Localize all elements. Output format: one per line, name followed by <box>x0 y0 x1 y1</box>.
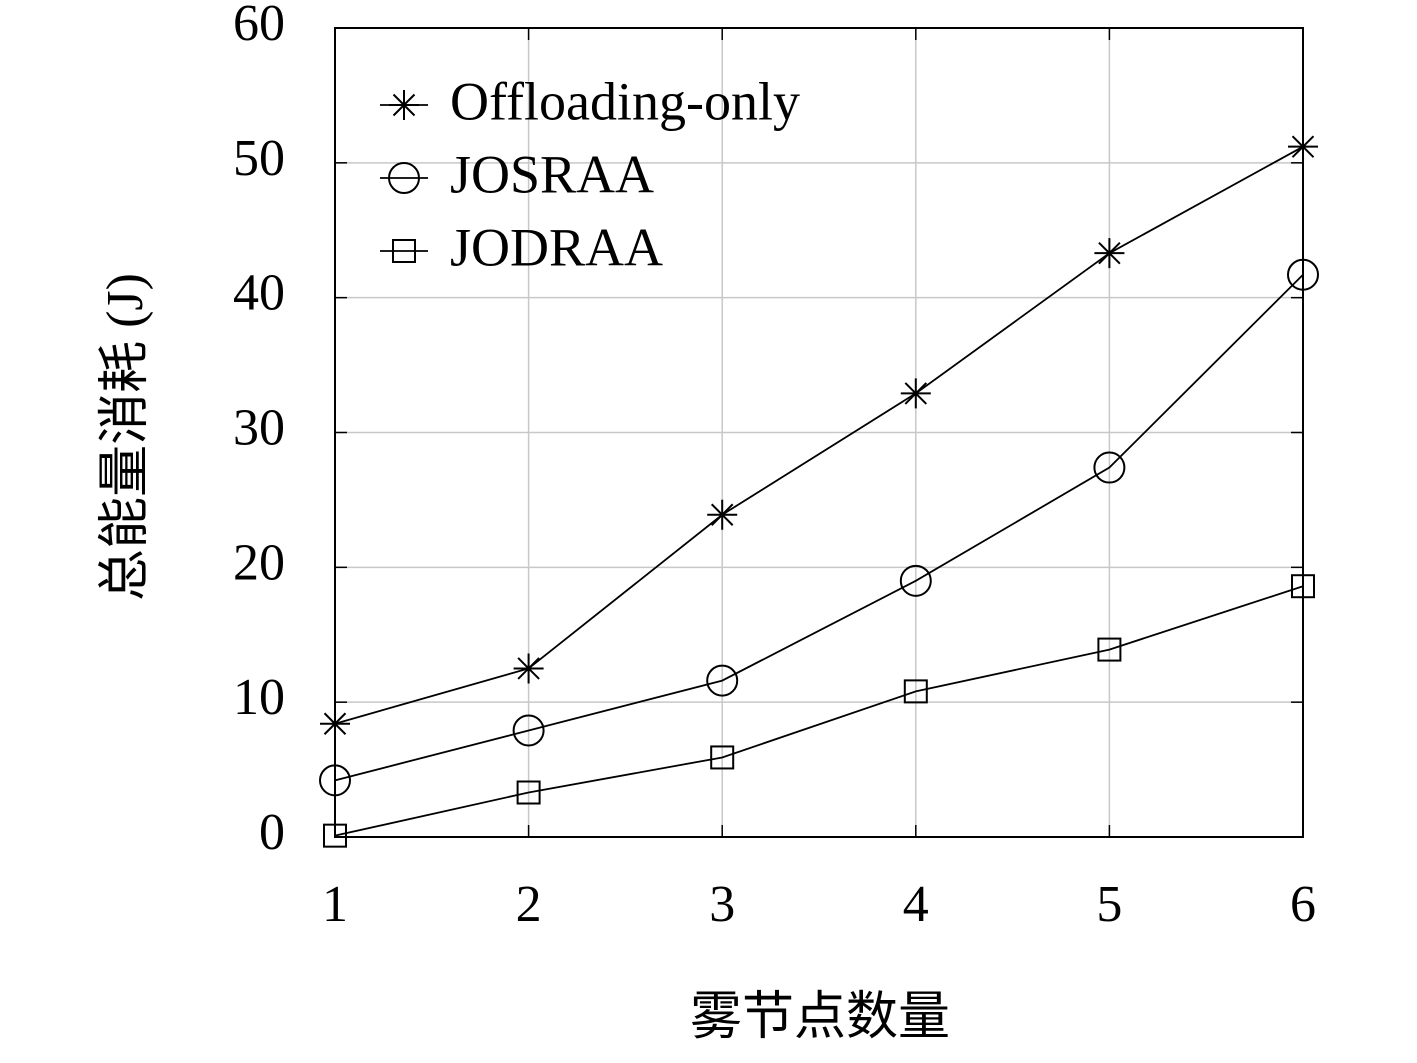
marker <box>1093 451 1126 484</box>
marker <box>388 162 420 194</box>
marker <box>320 708 350 739</box>
marker <box>392 239 416 263</box>
plot-frame <box>334 27 1304 838</box>
series-line <box>334 274 1304 782</box>
marker-shape <box>903 679 928 704</box>
series-line <box>334 585 1304 837</box>
x-tick-label: 4 <box>903 876 929 933</box>
marker <box>1094 238 1125 269</box>
marker <box>512 714 545 747</box>
marker-shape <box>1097 637 1122 662</box>
marker-shape <box>389 90 419 120</box>
y-tick-label: 30 <box>233 399 285 456</box>
x-tick-label: 6 <box>1290 876 1316 933</box>
marker-shape <box>707 499 738 530</box>
marker <box>516 780 541 805</box>
marker-shape <box>516 780 541 805</box>
marker <box>903 679 928 704</box>
x-tick-label: 1 <box>322 876 348 933</box>
marker <box>899 564 932 597</box>
x-tick-label: 3 <box>709 876 735 933</box>
marker-shape <box>1287 258 1319 291</box>
marker-shape <box>900 378 931 409</box>
marker-shape <box>388 162 420 194</box>
legend-text: Offloading-only <box>450 71 800 131</box>
marker-shape <box>513 653 544 684</box>
marker <box>323 823 347 848</box>
x-axis-label: 雾节点数量 <box>690 989 950 1046</box>
marker-shape <box>319 764 351 797</box>
x-tick-label: 2 <box>516 876 542 933</box>
marker <box>706 664 739 697</box>
series-line <box>334 145 1304 725</box>
legend-text: JOSRAA <box>450 144 654 204</box>
marker-shape <box>323 823 347 848</box>
marker-shape <box>392 239 416 263</box>
marker <box>1287 258 1319 291</box>
marker <box>900 378 931 409</box>
marker <box>513 653 544 684</box>
marker-shape <box>710 745 735 770</box>
marker <box>389 90 419 120</box>
marker-shape <box>320 708 350 739</box>
legend-text: JODRAA <box>450 217 663 277</box>
y-tick-label: 0 <box>259 804 285 861</box>
marker <box>1288 131 1318 162</box>
marker-shape <box>1288 131 1318 162</box>
marker-shape <box>1094 238 1125 269</box>
y-tick-label: 40 <box>233 265 285 322</box>
y-tick-label: 20 <box>233 534 285 591</box>
marker <box>1291 574 1315 599</box>
marker-shape <box>706 664 739 697</box>
marker-shape <box>1291 574 1315 599</box>
marker-shape <box>1093 451 1126 484</box>
marker-shape <box>899 564 932 597</box>
marker <box>319 764 351 797</box>
marker <box>1097 637 1122 662</box>
y-tick-label: 60 <box>233 0 285 52</box>
x-tick-label: 5 <box>1096 876 1122 933</box>
y-tick-label: 10 <box>233 669 285 726</box>
y-tick-label: 50 <box>233 130 285 187</box>
marker-shape <box>512 714 545 747</box>
y-axis-label: 总能量消耗 (J) <box>97 273 154 601</box>
marker <box>710 745 735 770</box>
marker <box>707 499 738 530</box>
